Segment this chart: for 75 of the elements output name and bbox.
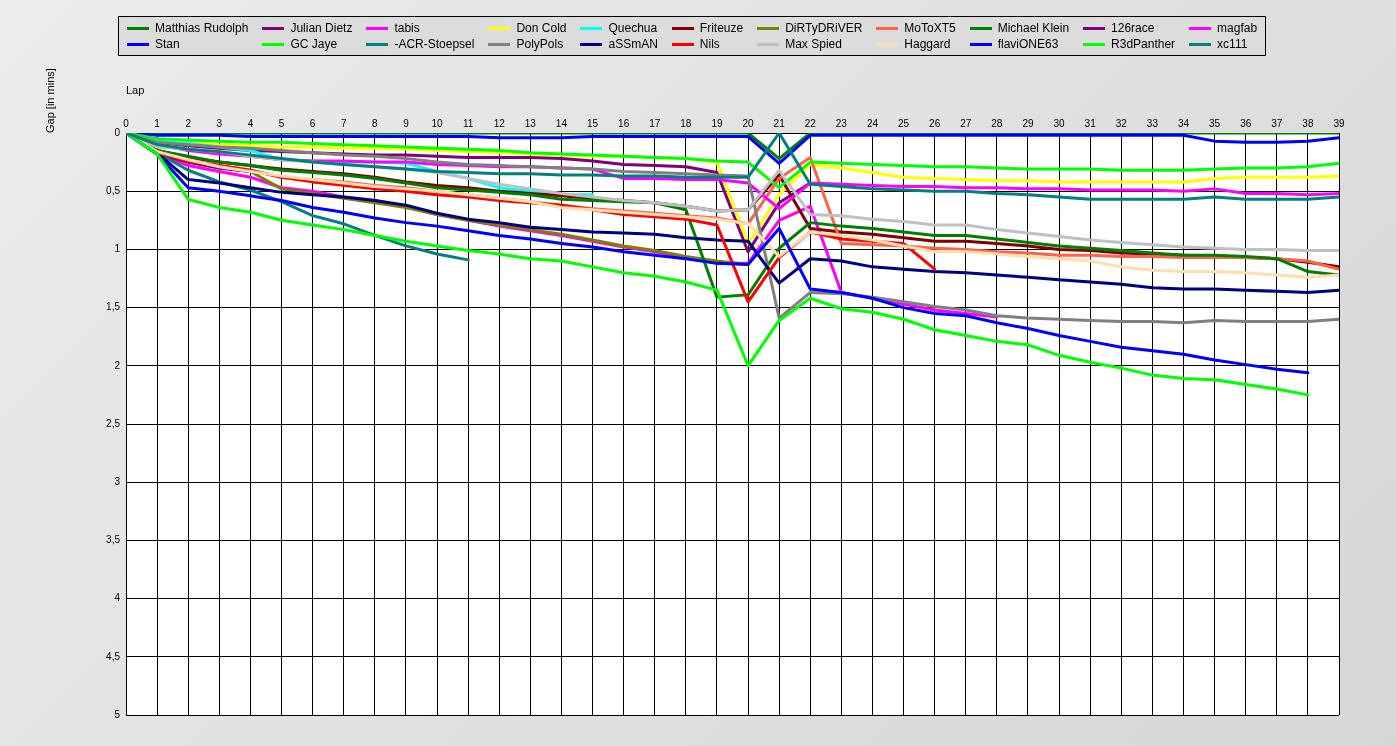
legend-label: Michael Klein [997,21,1070,35]
x-tick-label: 16 [618,117,630,129]
legend-label: Matthias Rudolph [155,21,249,35]
legend-label: DiRTyDRiVER [785,21,863,35]
x-tick-label: 1 [154,117,161,129]
legend-label: PolyPols [516,37,564,51]
x-tick-label: 13 [524,117,537,129]
y-tick-label: 0,5 [106,184,121,196]
x-tick-label: 19 [711,117,723,129]
x-tick-label: 3 [216,117,223,129]
x-tick-label: 15 [586,117,599,129]
x-tick-label: 6 [309,117,316,129]
y-tick-label: 3,5 [106,534,121,546]
x-tick-label: 2 [185,117,192,129]
x-tick-label: 29 [1022,117,1034,129]
legend-label: magfab [1217,21,1258,35]
legend-label: Friteuze [699,21,744,35]
x-tick-label: 23 [835,117,848,129]
legend-label: 126race [1111,21,1155,35]
x-tick-label: 17 [649,117,661,129]
legend-label: tabis [394,21,420,35]
legend-label: GC Jaye [290,37,338,51]
y-tick-label: 3 [114,475,121,487]
legend-label: Don Cold [516,21,567,35]
y-axis-title: Gap [in mins] [43,68,56,133]
x-tick-label: 35 [1209,117,1221,129]
legend-label: xc111 [1217,37,1248,51]
y-tick-label: 2,5 [106,417,121,429]
y-tick-label: 4 [114,592,121,604]
legend-label: Julian Dietz [290,21,353,35]
y-tick-label: 0 [114,126,121,138]
x-tick-label: 37 [1271,117,1283,129]
x-tick-label: 26 [929,117,941,129]
y-tick-label: 5 [114,708,121,720]
x-tick-label: 34 [1177,117,1190,129]
x-tick-label: 31 [1084,117,1097,129]
x-tick-label: 11 [462,117,474,129]
legend-label: Nils [699,37,720,51]
y-tick-label: 1,5 [106,301,121,313]
y-tick-label: 2 [114,359,121,371]
x-tick-label: 36 [1240,117,1252,129]
x-tick-label: 28 [991,117,1003,129]
legend-label: Haggard [904,37,951,51]
x-tick-label: 4 [247,117,254,129]
x-tick-label: 12 [493,117,506,129]
x-tick-label: 20 [742,117,755,129]
x-tick-label: 8 [372,117,379,129]
x-tick-label: 14 [555,117,568,129]
x-tick-label: 7 [340,117,347,129]
x-tick-label: 25 [898,117,910,129]
legend-label: flaviONE63 [997,37,1059,51]
legend-label: R3dPanther [1111,37,1176,51]
y-tick-label: 1 [114,243,121,255]
x-tick-label: 30 [1053,117,1066,129]
legend-label: Max Spied [785,37,842,51]
x-tick-label: 10 [431,117,444,129]
x-tick-label: 24 [866,117,879,129]
x-tick-label: 5 [278,117,285,129]
x-tick-label: 33 [1146,117,1159,129]
legend-label: aSSmAN [608,37,658,51]
x-tick-label: 38 [1302,117,1314,129]
x-tick-label: 32 [1115,117,1128,129]
x-tick-label: 27 [960,117,972,129]
x-tick-label: 22 [804,117,817,129]
x-tick-label: 39 [1333,117,1345,129]
legend-label: -ACR-Stoepsel [394,37,475,51]
x-tick-label: 18 [680,117,692,129]
x-axis-title: Lap [126,83,145,96]
x-tick-label: 9 [403,117,410,129]
legend-label: Quechua [608,21,658,35]
legend-label: MoToXT5 [904,21,956,35]
x-tick-label: 0 [123,117,130,129]
y-tick-label: 4,5 [106,650,121,662]
x-tick-label: 21 [773,117,786,129]
legend-label: Stan [155,37,180,51]
